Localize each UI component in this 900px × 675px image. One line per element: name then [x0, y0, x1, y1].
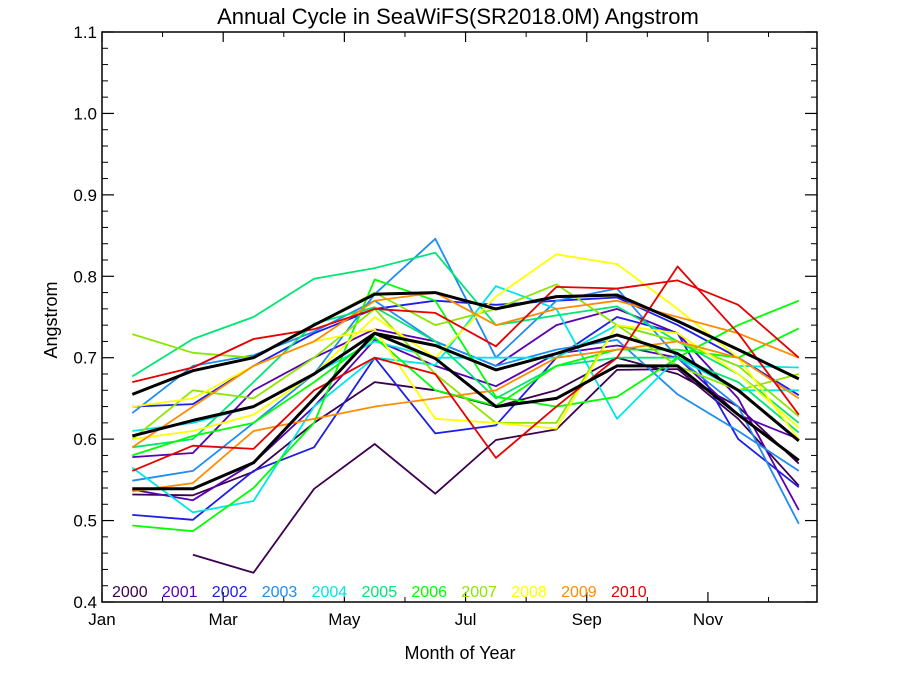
series-line-2004-8 — [131, 285, 799, 514]
legend-entry-2009: 2009 — [561, 584, 597, 601]
y-tick-label: 0.8 — [73, 267, 97, 286]
legend-entry-2008: 2008 — [511, 584, 547, 601]
series-line-2008-16 — [132, 253, 800, 440]
x-tick-label: Jan — [88, 610, 115, 629]
legend-entry-2006: 2006 — [411, 584, 447, 601]
y-axis-label: Angstrom — [41, 281, 61, 358]
series-layer — [131, 237, 800, 574]
x-axis-label: Month of Year — [404, 643, 515, 663]
x-tick-label: May — [328, 610, 361, 629]
y-tick-label: 0.9 — [73, 186, 97, 205]
legend-entry-2010: 2010 — [611, 584, 647, 601]
series-line-mean-23 — [131, 331, 800, 442]
x-tick-label: Mar — [209, 610, 239, 629]
y-tick-label: 0.7 — [73, 349, 97, 368]
legend-entry-2007: 2007 — [461, 584, 497, 601]
legend: 2000 2001 2002 2003 2004 2005 2006 2007 2008 2009… — [112, 584, 647, 601]
y-tick-label: 1.1 — [73, 23, 97, 42]
x-tick-label: Sep — [572, 610, 602, 629]
chart-title: Annual Cycle in SeaWiFS(SR2018.0M) Angst… — [217, 4, 699, 29]
series-line-2001-2 — [132, 338, 800, 502]
y-tick-label: 0.6 — [73, 430, 97, 449]
y-tick-label: 0.5 — [73, 512, 97, 531]
series-line-2010-20 — [131, 265, 800, 472]
series-line-2005-10 — [131, 251, 800, 424]
x-tick-label: Nov — [693, 610, 724, 629]
series-line-2000-0 — [192, 368, 800, 574]
legend-entry-2000: 2000 — [112, 584, 148, 601]
series-line-2009-18 — [132, 340, 800, 493]
y-tick-label: 0.4 — [73, 593, 97, 612]
series-line-2007-14 — [132, 283, 800, 392]
legend-entry-2004: 2004 — [312, 584, 348, 601]
legend-entry-2003: 2003 — [262, 584, 298, 601]
series-line-mean-24 — [131, 291, 800, 396]
series-line-2005-11 — [132, 306, 800, 449]
series-line-2007-15 — [131, 308, 800, 440]
series-line-2003-6 — [132, 237, 800, 525]
series-line-2009-19 — [131, 291, 800, 449]
y-tick-label: 1.0 — [73, 104, 97, 123]
x-tick-label: Jul — [455, 610, 477, 629]
tick-layer: Jan Mar May Jul Sep Nov 0.4 0.5 0.6 0.7 0.8 0.9 1.0 1… — [73, 23, 817, 629]
legend-entry-2005: 2005 — [362, 584, 398, 601]
legend-entry-2001: 2001 — [162, 584, 198, 601]
legend-entry-2002: 2002 — [212, 584, 248, 601]
series-line-mean-22 — [132, 331, 800, 491]
series-line-2006-12 — [132, 278, 800, 533]
plot-frame — [101, 31, 818, 603]
series-line-2008-17 — [132, 324, 800, 430]
series-line-2010-21 — [132, 279, 800, 383]
